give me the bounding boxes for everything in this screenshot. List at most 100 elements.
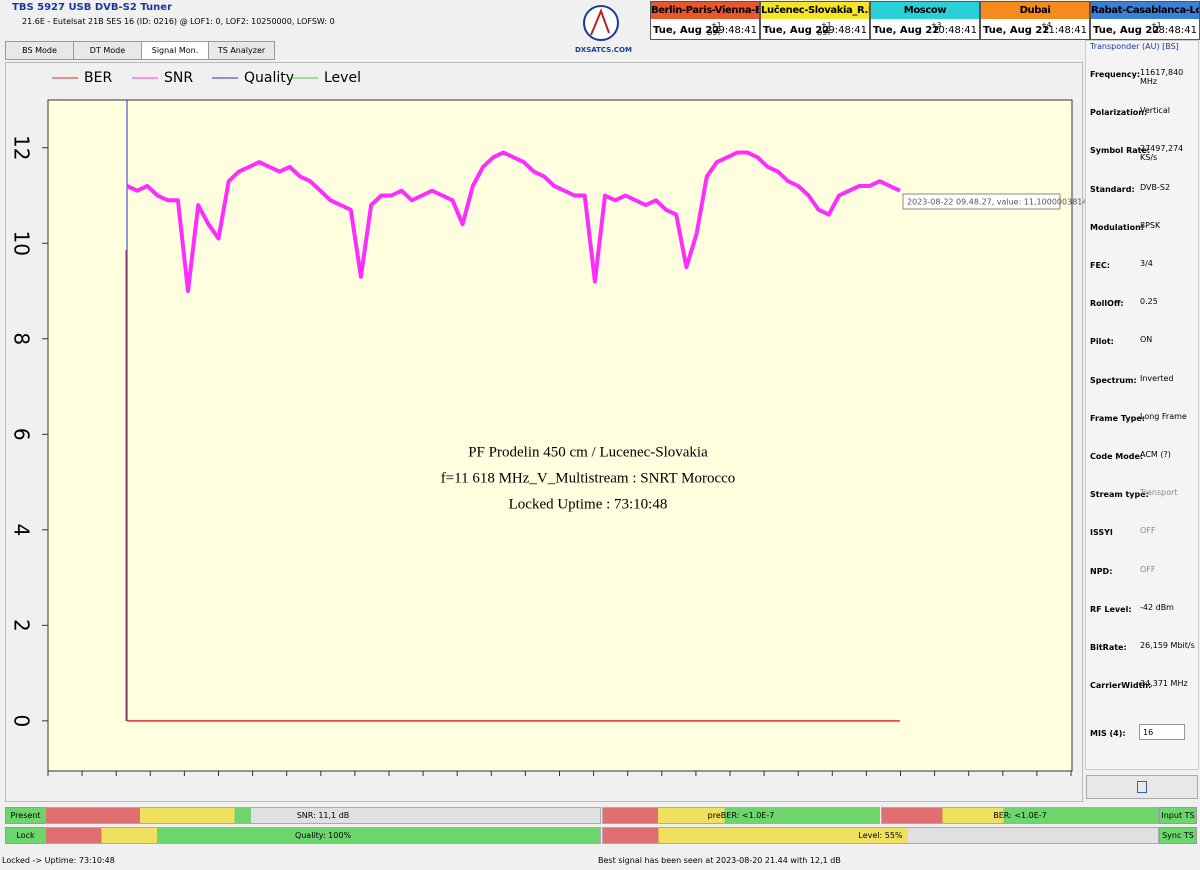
x-ticks bbox=[47, 771, 1072, 776]
logo: DXSATCS.COM bbox=[575, 3, 632, 54]
quality-bar: Quality: 100% bbox=[45, 827, 601, 844]
clock: Dubai Tue, Aug 22 +4 11:48:41 bbox=[980, 1, 1090, 40]
field-label: Modulation: bbox=[1090, 222, 1144, 232]
snr-bar: SNR: 11,1 dB bbox=[45, 807, 601, 824]
logo-icon bbox=[583, 5, 619, 41]
ber-bar: BER: <1.0E-7 bbox=[881, 807, 1159, 824]
field-label: CarrierWidth: bbox=[1090, 681, 1152, 691]
annotation: Locked Uptime : 73:10:48 bbox=[509, 496, 668, 512]
clock-time: 09:48:41 bbox=[712, 25, 757, 36]
logo-text: DXSATCS.COM bbox=[575, 46, 632, 54]
field-value: 8PSK bbox=[1140, 220, 1161, 230]
y-tick-label: 12 bbox=[10, 135, 34, 160]
mis-select[interactable]: 16 bbox=[1139, 724, 1185, 740]
transponder-title: Transponder (AU) [BS] bbox=[1090, 42, 1179, 51]
y-tick-label: 4 bbox=[10, 523, 34, 536]
field-label: ISSYI bbox=[1090, 528, 1113, 538]
field-value: 26,159 Mbit/s bbox=[1140, 641, 1195, 650]
clock-date: Tue, Aug 22 bbox=[763, 25, 830, 36]
clock-city: Lučenec-Slovakia_R.Dávid bbox=[761, 2, 869, 19]
field-label: RF Level: bbox=[1090, 604, 1132, 614]
clock-date: Tue, Aug 22 bbox=[873, 25, 940, 36]
clock-offset: +1 bbox=[821, 21, 832, 29]
legend-label: Level bbox=[324, 70, 361, 86]
field-value: DVB-S2 bbox=[1140, 182, 1171, 192]
field-value: 0.25 bbox=[1140, 297, 1158, 307]
annotation: PF Prodelin 450 cm / Lucenec-Slovakia bbox=[468, 444, 708, 460]
clock: Berlin-Paris-Vienna-Belgrade Tue, Aug 22+… bbox=[650, 1, 760, 40]
field-label: Standard: bbox=[1090, 184, 1135, 194]
field-value: 11617,840 MHz bbox=[1140, 68, 1184, 86]
field-label: Pilot: bbox=[1090, 337, 1114, 347]
status-center: Best signal has been seen at 2023-08-20 … bbox=[598, 856, 841, 865]
input-ts-indicator: Input TS bbox=[1159, 807, 1197, 824]
field-label: FEC: bbox=[1090, 261, 1110, 270]
legend-label: Quality bbox=[244, 70, 294, 86]
field-value: Inverted bbox=[1140, 373, 1174, 383]
field-value: Vertical bbox=[1140, 106, 1170, 116]
field-value: Long Frame bbox=[1140, 411, 1187, 421]
field-label: Frequency: bbox=[1090, 70, 1141, 79]
clock-time: 08:48:41 bbox=[1152, 25, 1197, 36]
series-line bbox=[126, 150, 901, 293]
plot-area bbox=[47, 99, 1073, 772]
level-bar: Level: 55% bbox=[602, 827, 1159, 844]
window-subtitle: 21.6E - Eutelsat 21B SES 16 (ID: 0216) @… bbox=[22, 17, 335, 26]
field-label: NPD: bbox=[1090, 566, 1113, 576]
y-tick-label: 0 bbox=[10, 714, 34, 727]
clock: Rabat-Casablanca-London Tue, Aug 22+108:4… bbox=[1090, 1, 1200, 40]
clock-dst: DST bbox=[817, 29, 832, 37]
clock-offset: +4 bbox=[1041, 21, 1052, 29]
clock-city: Rabat-Casablanca-London bbox=[1091, 2, 1199, 19]
y-tick-label: 2 bbox=[10, 619, 34, 632]
clock-time: 10:48:41 bbox=[932, 25, 977, 36]
field-value: 27497,274 KS/s bbox=[1140, 144, 1184, 163]
field-value: -42 dBm bbox=[1140, 602, 1174, 612]
field-label: Symbol Rate: bbox=[1090, 146, 1151, 156]
clock-time: 11:48:41 bbox=[1042, 25, 1087, 36]
panel-button[interactable] bbox=[1086, 775, 1198, 799]
lock-indicator: Lock bbox=[5, 827, 46, 844]
field-value: 34,371 MHz bbox=[1140, 679, 1188, 689]
field-label: BitRate: bbox=[1090, 643, 1127, 652]
clock-offset: +1 bbox=[1151, 21, 1162, 29]
field-value: OFF bbox=[1140, 526, 1156, 536]
window-title: TBS 5927 USB DVB-S2 Tuner bbox=[12, 2, 172, 13]
field-label: Spectrum: bbox=[1090, 375, 1137, 385]
tooltip: 2023-08-22 09.48.27, value: 11,100000381… bbox=[907, 198, 1103, 207]
field-value: 3/4 bbox=[1140, 259, 1153, 268]
clock-city: Berlin-Paris-Vienna-Belgrade bbox=[651, 2, 759, 19]
present-indicator: Present bbox=[5, 807, 46, 824]
clock-date: Tue, Aug 22 bbox=[983, 25, 1050, 36]
legend-label: BER bbox=[84, 70, 112, 86]
y-tick-label: 10 bbox=[10, 231, 34, 256]
transponder-panel bbox=[1085, 40, 1199, 770]
legend-label: SNR bbox=[164, 70, 193, 86]
clock: Lučenec-Slovakia_R.Dávid Tue, Aug 22+1DST… bbox=[760, 1, 870, 40]
clock-date: Tue, Aug 22 bbox=[1093, 25, 1160, 36]
clock-offset: +1 bbox=[711, 21, 722, 29]
clock-offset: +3 bbox=[931, 21, 942, 29]
field-value: ACM (?) bbox=[1140, 450, 1171, 459]
sync-ts-indicator: Sync TS bbox=[1159, 827, 1197, 844]
tab[interactable]: Signal Mon. bbox=[141, 41, 209, 60]
tooltip-box bbox=[902, 193, 1061, 210]
field-value: Transport bbox=[1140, 488, 1178, 498]
field-label: RollOff: bbox=[1090, 299, 1124, 309]
y-tick-label: 6 bbox=[10, 428, 34, 441]
field-value: ON bbox=[1140, 335, 1153, 345]
field-label: Frame Type: bbox=[1090, 413, 1145, 423]
clock-time: 09:48:41 bbox=[822, 25, 867, 36]
clock-city: Moscow bbox=[871, 2, 979, 19]
field-label: Code Mode: bbox=[1090, 452, 1144, 461]
clock-dst: DST bbox=[707, 29, 722, 37]
field-label: Stream type: bbox=[1090, 490, 1149, 500]
clock-city: Dubai bbox=[981, 2, 1089, 19]
y-tick-label: 8 bbox=[10, 332, 34, 345]
clock-date: Tue, Aug 22 bbox=[653, 25, 720, 36]
field-label: Polarization: bbox=[1090, 108, 1148, 118]
annotation: f=11 618 MHz_V_Multistream : SNRT Morocc… bbox=[441, 470, 736, 486]
mis-label: MIS (4): bbox=[1090, 729, 1126, 738]
